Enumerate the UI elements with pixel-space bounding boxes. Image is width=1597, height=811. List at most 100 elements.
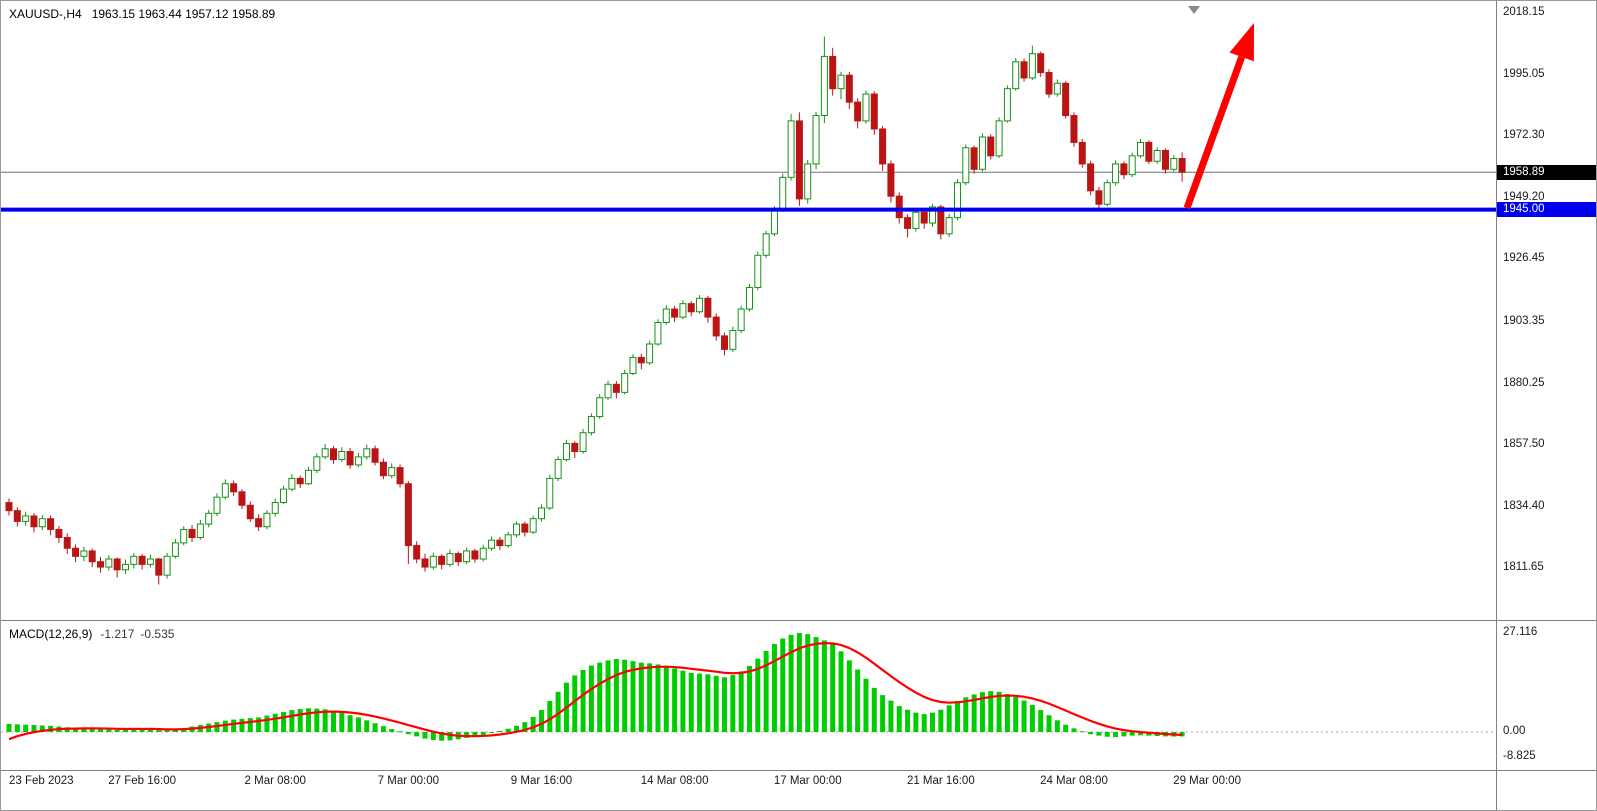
macd-histogram-bar: [281, 711, 287, 732]
macd-histogram-bar: [156, 730, 162, 732]
trend-arrow-shaft[interactable]: [1183, 55, 1245, 210]
candle-body: [1053, 82, 1061, 95]
macd-histogram-bar: [81, 727, 87, 732]
time-axis-label: 21 Mar 16:00: [906, 775, 975, 787]
candle-body: [745, 287, 753, 310]
time-axis-label: 27 Feb 16:00: [108, 775, 176, 787]
candle-body: [438, 555, 446, 565]
macd-histogram-bar: [330, 710, 336, 732]
macd-histogram-bar: [738, 671, 744, 732]
macd-histogram-bar: [971, 694, 977, 732]
macd-histogram-bar: [172, 729, 178, 732]
macd-histogram-bar: [122, 729, 128, 732]
candle-body: [1020, 61, 1028, 79]
macd-histogram-bar: [680, 670, 686, 732]
macd-histogram-bar: [572, 675, 578, 732]
candle-body: [180, 528, 188, 544]
macd-histogram-bar: [580, 669, 586, 732]
candle-body: [496, 539, 504, 547]
macd-signal-value: -0.535: [140, 627, 175, 641]
time-axis[interactable]: 23 Feb 2023 27 Feb 16:00 2 Mar 08:00 7 Mar …: [1, 772, 1496, 794]
candle-body: [779, 176, 787, 211]
macd-histogram-bar: [655, 664, 661, 732]
candle-body: [130, 555, 138, 565]
macd-histogram-bar: [771, 644, 777, 732]
candle-body: [63, 537, 71, 549]
chart-header: XAUUSD-,H4 1963.15 1963.44 1957.12 1958.8…: [9, 7, 275, 21]
candle-body: [579, 432, 587, 452]
candle-body: [1153, 149, 1161, 162]
macd-histogram-bar: [838, 651, 844, 732]
macd-histogram-bar: [147, 728, 153, 732]
trend-arrow-head[interactable]: [1229, 23, 1255, 62]
candle-body: [1112, 163, 1120, 184]
candle-body: [196, 523, 204, 539]
macd-histogram-bar: [863, 678, 869, 732]
macd-histogram-bar: [663, 666, 669, 732]
candle-body: [737, 308, 745, 332]
price-axis-label: 1834.40: [1503, 499, 1545, 512]
candle-body: [845, 74, 853, 103]
candle-body: [729, 330, 737, 350]
macd-histogram-bar: [364, 720, 370, 732]
macd-histogram-bar: [705, 674, 711, 732]
macd-histogram-bar: [547, 700, 553, 732]
macd-main-value: -1.217: [100, 627, 135, 641]
macd-histogram-bar: [314, 708, 320, 732]
candle-body: [812, 115, 820, 165]
macd-histogram-bar: [464, 732, 470, 738]
candle-body: [1120, 163, 1128, 176]
candle-body: [612, 383, 620, 393]
candle-body: [463, 550, 471, 563]
candle-body: [280, 488, 288, 504]
macd-histogram-bar: [746, 665, 752, 732]
macd-histogram-bar: [805, 634, 811, 732]
macd-histogram-bar: [164, 730, 170, 732]
macd-histogram-bar: [538, 710, 544, 732]
macd-histogram-bar: [289, 710, 295, 732]
candle-body: [388, 467, 396, 477]
candle-body: [38, 518, 46, 528]
chart-shift-marker-icon[interactable]: [1188, 6, 1200, 14]
macd-histogram-bar: [405, 732, 411, 735]
candle-body: [321, 448, 329, 458]
macd-histogram-bar: [439, 732, 445, 741]
macd-histogram-bar: [638, 662, 644, 732]
candle-body: [354, 456, 362, 466]
macd-histogram-bar: [14, 724, 20, 732]
candle-body: [5, 502, 13, 512]
candle-body: [271, 502, 279, 514]
macd-histogram-bar: [630, 661, 636, 732]
price-axis-label: 1811.65: [1503, 561, 1544, 573]
macd-histogram-bar: [347, 715, 353, 732]
macd-histogram-bar: [555, 691, 561, 732]
macd-histogram-bar: [613, 658, 619, 732]
candle-body: [687, 303, 695, 313]
macd-histogram-bar: [355, 717, 361, 732]
macd-histogram-bar: [946, 705, 952, 732]
price-axis[interactable]: 2018.15 1995.05 1972.30 1949.20 1926.45 1903.…: [1497, 1, 1596, 810]
price-axis-label: 1949.20: [1503, 191, 1545, 204]
candle-body: [696, 297, 704, 313]
macd-histogram-bar: [730, 675, 736, 732]
time-axis-label: 2 Mar 08:00: [244, 775, 306, 787]
macd-histogram-bar: [139, 729, 145, 732]
candle-body: [1062, 82, 1070, 117]
macd-histogram-bar: [622, 659, 628, 732]
candle-body: [929, 206, 937, 224]
macd-histogram-bar: [522, 722, 528, 732]
candle-body: [88, 550, 96, 563]
candle-body: [1178, 158, 1186, 173]
candle-body: [970, 147, 978, 170]
macd-histogram-bar: [688, 672, 694, 732]
macd-histogram-bar: [597, 662, 603, 732]
candle-body: [1128, 155, 1136, 176]
candles-layer: [5, 36, 1186, 585]
candle-body: [596, 397, 604, 418]
macd-histogram-bar: [880, 695, 886, 732]
candle-body: [22, 515, 30, 522]
candle-body: [30, 515, 38, 528]
macd-histogram-bar: [713, 675, 719, 732]
